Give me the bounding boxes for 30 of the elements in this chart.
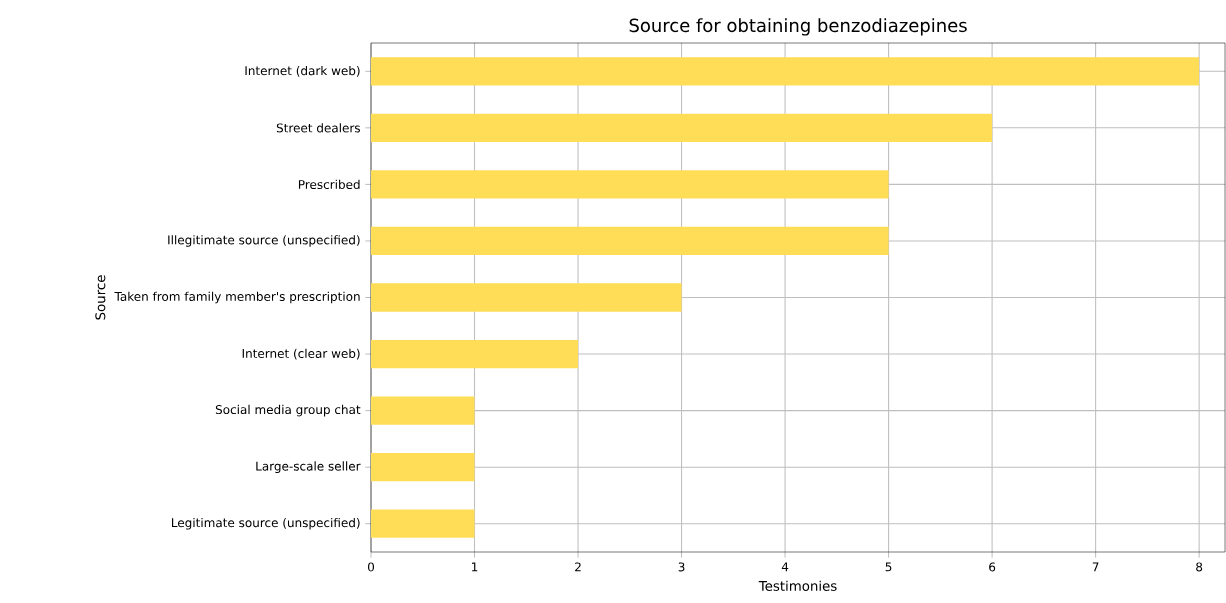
x-tick-label: 6	[989, 562, 996, 572]
x-tick-label: 2	[575, 562, 581, 572]
y-tick-label: Street dealers	[276, 123, 360, 133]
x-tick-label: 0	[367, 562, 375, 572]
bar	[371, 339, 579, 369]
x-tick-label: 8	[1196, 562, 1203, 572]
x-tick-label: 1	[472, 562, 478, 572]
y-axis-title: Source	[95, 275, 106, 320]
x-tick-label: 4	[781, 562, 789, 572]
y-tick-label: Taken from family member's prescription	[114, 291, 360, 304]
x-tick-label: 5	[885, 562, 892, 572]
y-tick-label: Legitimate source (unspecified)	[172, 517, 360, 530]
y-tick-label: Large-scale seller	[256, 461, 361, 473]
bar	[371, 226, 889, 256]
y-tick-label: Internet (clear web)	[242, 348, 360, 360]
y-tick-label: Illegitimate source (unspecified)	[168, 235, 360, 247]
bar	[371, 113, 993, 142]
bar	[371, 170, 889, 199]
y-tick-label: Prescribed	[298, 179, 360, 190]
bar	[371, 453, 475, 482]
bar	[371, 283, 682, 312]
bar	[371, 509, 475, 538]
x-tick-label: 3	[678, 562, 685, 572]
x-axis-title: Testimonies	[758, 580, 837, 591]
x-tick-label: 7	[1092, 562, 1099, 572]
y-tick-label: Social media group chat	[215, 404, 361, 417]
bar	[371, 57, 1200, 86]
y-tick-label: Internet (dark web)	[245, 65, 360, 77]
bar	[371, 396, 475, 425]
chart-title: Source for obtaining benzodiazepines	[629, 18, 967, 36]
